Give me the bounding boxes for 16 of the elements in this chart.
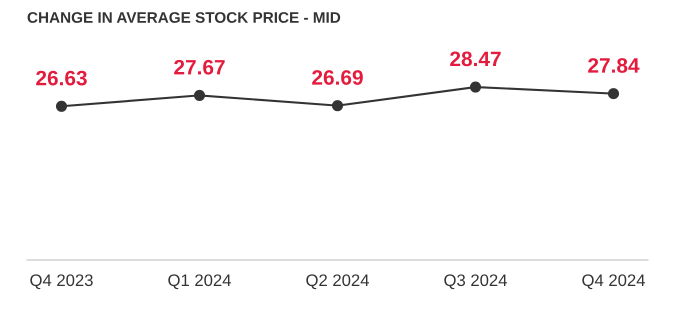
point [470,81,482,93]
x-tick-label: Q4 2024 [582,274,645,290]
data-label: 27.67 [174,60,225,75]
x-tick-label: Q4 2023 [30,274,93,290]
point [332,100,344,112]
point [608,88,620,100]
data-label: 28.47 [450,52,501,66]
x-tick-label: Q1 2024 [168,274,231,290]
x-tick-label: Q2 2024 [306,274,369,290]
x-tick-label: Q3 2024 [444,274,507,290]
data-label: 26.63 [36,70,87,86]
data-label: 26.69 [312,70,363,85]
data-label: 27.84 [588,58,640,73]
chart-title: CHANGE IN AVERAGE STOCK PRICE - MID [28,12,340,23]
point [194,90,206,101]
point [56,100,68,112]
